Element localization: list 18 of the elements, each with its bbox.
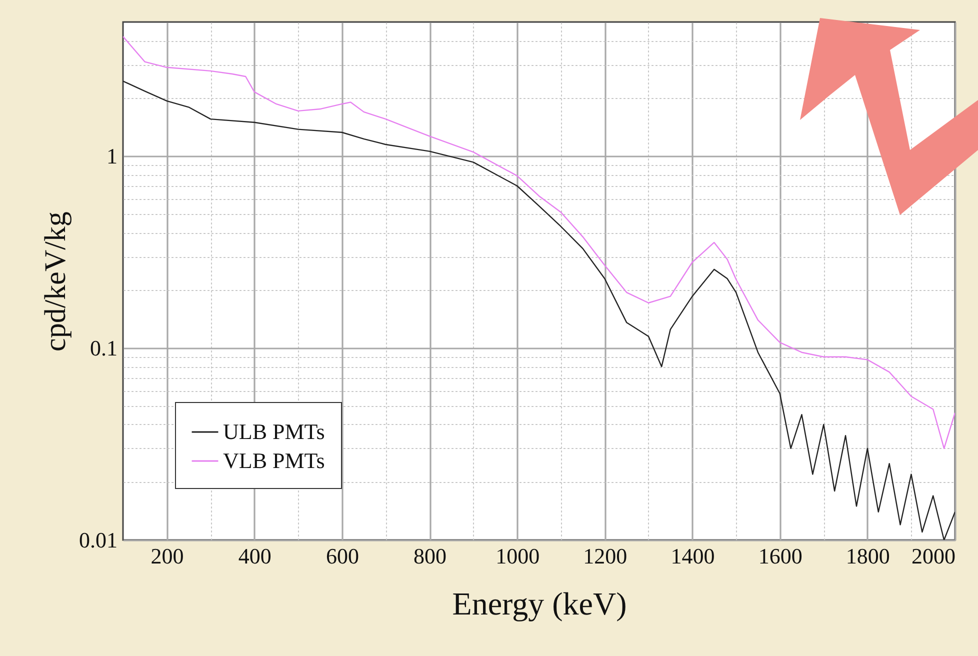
y-axis-title: cpd/keV/kg	[39, 212, 72, 352]
y-tick-label: 0.01	[79, 528, 118, 552]
legend-label: VLB PMTs	[223, 448, 325, 473]
x-tick-label: 1000	[496, 544, 540, 568]
legend-label: ULB PMTs	[223, 419, 325, 444]
x-tick-label: 600	[326, 544, 359, 568]
x-tick-label: 1800	[846, 544, 890, 568]
x-tick-label: 1600	[758, 544, 802, 568]
x-tick-label: 2000	[912, 544, 956, 568]
x-tick-label: 1200	[583, 544, 628, 568]
y-tick-label: 0.1	[90, 336, 118, 361]
x-axis-title: Energy (keV)	[452, 586, 627, 622]
x-tick-label: 400	[238, 544, 272, 568]
y-tick-label: 1	[106, 144, 118, 169]
x-tick-label: 800	[414, 544, 447, 568]
line-series	[123, 36, 955, 450]
x-tick-label: 200	[150, 544, 184, 568]
x-tick-label: 1400	[670, 544, 715, 568]
